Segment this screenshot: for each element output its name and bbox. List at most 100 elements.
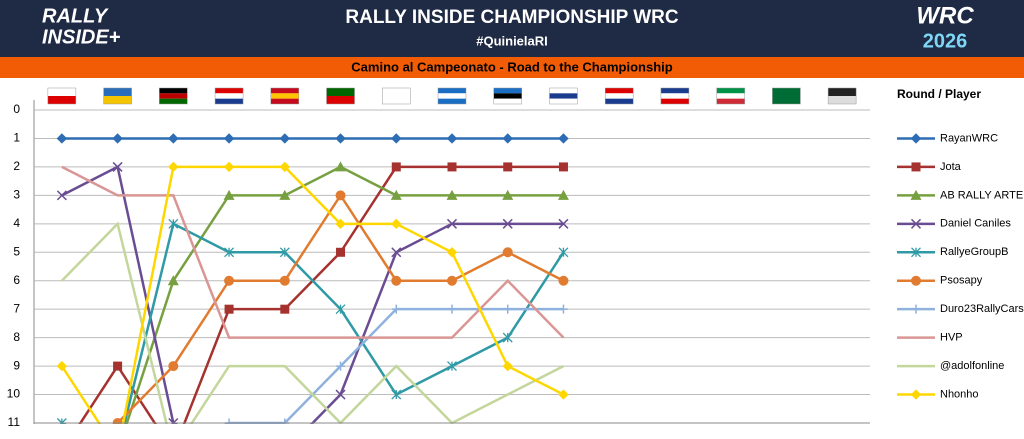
marker: [503, 162, 513, 172]
flag: [270, 98, 299, 104]
legend-label: AB RALLY ARTE: [940, 189, 1023, 201]
flag-border: [326, 87, 355, 105]
legend-label: RayanWRC: [940, 132, 998, 144]
marker: [447, 162, 457, 172]
flag-border: [270, 87, 300, 105]
marker: [558, 275, 569, 286]
legend-label: Daniel Caniles: [940, 218, 1011, 230]
series-line: [60, 221, 565, 424]
legend-label: RallyeGroupB: [940, 246, 1008, 258]
marker: [502, 247, 513, 258]
flag: [716, 93, 745, 99]
flag-border: [382, 87, 411, 105]
flag-border: [437, 87, 467, 105]
y-tick-label: 10: [7, 387, 21, 401]
flag: [549, 98, 578, 104]
marker: [336, 247, 346, 257]
flag: [438, 98, 466, 104]
marker: [391, 162, 401, 172]
flag: [270, 93, 299, 99]
flag-border: [549, 87, 578, 105]
flag: [605, 93, 634, 99]
marker: [558, 218, 569, 229]
flag: [493, 88, 522, 94]
marker: [168, 133, 179, 144]
y-tick-label: 8: [13, 330, 20, 344]
flag-border: [827, 87, 857, 105]
marker: [168, 161, 179, 173]
marker: [911, 162, 921, 172]
marker: [335, 133, 346, 144]
series-line: [60, 165, 565, 424]
flag-border: [716, 87, 745, 105]
marker: [502, 218, 513, 229]
y-tick-label: 1: [13, 131, 20, 145]
marker: [112, 133, 123, 144]
marker: [446, 247, 458, 258]
flag: [605, 88, 634, 94]
flag: [493, 93, 522, 99]
marker: [168, 361, 179, 372]
y-tick-label: 2: [13, 159, 20, 173]
marker: [447, 275, 457, 286]
legend-label: Jota: [940, 161, 962, 173]
flag: [382, 88, 411, 96]
flag: [270, 88, 299, 94]
marker: [391, 304, 401, 314]
header-bar: [0, 0, 1024, 57]
marker: [558, 247, 569, 258]
flag: [103, 96, 132, 104]
marker: [56, 360, 68, 372]
marker: [390, 189, 402, 200]
flag-border: [159, 87, 188, 105]
flag-border: [103, 87, 132, 105]
marker: [335, 190, 346, 201]
marker: [336, 361, 346, 371]
flag: [772, 96, 801, 104]
marker: [167, 275, 179, 286]
flag-border: [660, 87, 690, 105]
flag: [549, 88, 578, 94]
marker: [391, 247, 402, 258]
marker: [911, 304, 921, 314]
marker: [223, 161, 235, 173]
flag: [47, 96, 76, 104]
flag: [716, 88, 745, 94]
legend-label: HVP: [940, 332, 963, 344]
flag: [215, 93, 244, 99]
y-tick-label: 6: [13, 273, 20, 287]
marker: [446, 218, 458, 229]
marker: [224, 247, 235, 258]
y-tick-label: 3: [13, 188, 20, 202]
marker: [279, 189, 291, 200]
flag: [215, 88, 244, 94]
marker: [910, 218, 922, 229]
marker: [447, 304, 457, 314]
marker: [279, 161, 291, 173]
marker: [558, 133, 569, 144]
logo-left: INSIDE+: [42, 26, 121, 48]
marker: [447, 361, 457, 372]
marker: [446, 189, 458, 200]
marker: [56, 190, 67, 201]
flag-border: [493, 87, 522, 105]
marker: [391, 133, 402, 144]
marker: [280, 304, 290, 314]
flag-border: [772, 87, 801, 105]
marker: [223, 133, 235, 144]
flag: [215, 98, 244, 104]
flag: [159, 88, 188, 94]
plot-area: [56, 133, 569, 424]
chart-title: Camino al Campeonato - Road to the Champ…: [351, 59, 672, 74]
marker: [503, 304, 513, 314]
flag: [828, 96, 857, 104]
legend-label: @adolfonline: [940, 360, 1004, 372]
flag: [103, 88, 132, 96]
series-line: [125, 165, 564, 424]
marker: [558, 304, 568, 314]
subtitle-bar: [0, 57, 1024, 78]
flag: [326, 96, 355, 104]
flag: [47, 88, 76, 96]
